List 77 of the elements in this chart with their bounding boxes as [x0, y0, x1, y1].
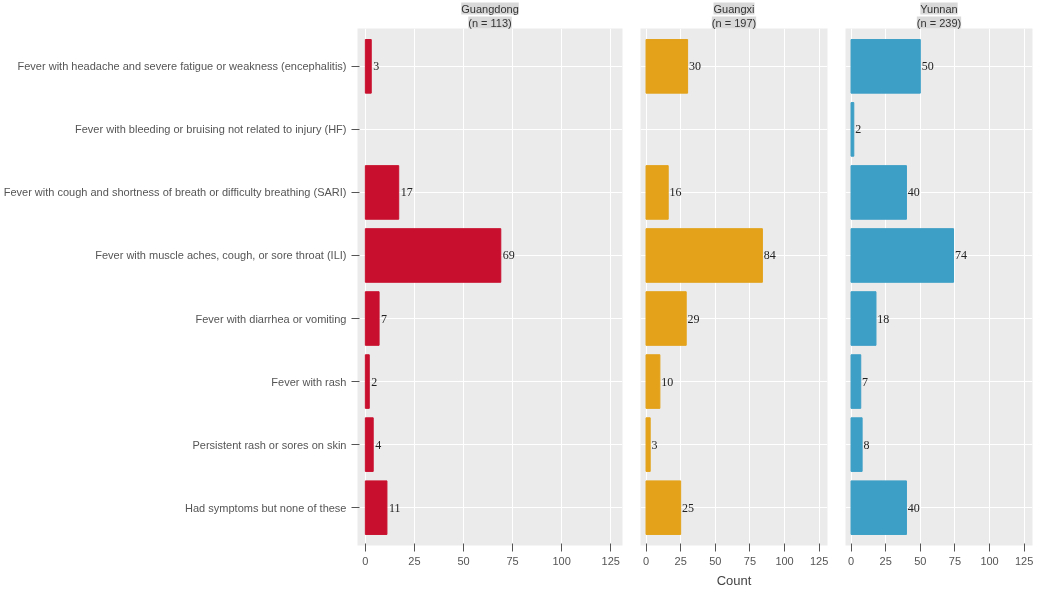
- bar: [645, 39, 689, 94]
- data-label: 4: [375, 437, 382, 452]
- x-tick-label: 125: [810, 554, 829, 567]
- data-label: 74: [954, 248, 967, 263]
- y-tick-label: Fever with headache and severe fatigue or weakness (encephalitis): [17, 60, 347, 73]
- bar: [645, 354, 661, 409]
- x-tick-label: 50: [914, 554, 927, 567]
- bar: [850, 354, 862, 409]
- bar: [850, 417, 863, 472]
- bar: [850, 39, 921, 94]
- x-tick-label: 125: [601, 554, 620, 567]
- bar: [364, 39, 372, 94]
- bar: [850, 291, 877, 346]
- bar: [364, 228, 502, 283]
- y-tick-label: Fever with diarrhea or vomiting: [195, 312, 347, 325]
- bar: [850, 480, 907, 535]
- x-tick-label: 0: [642, 554, 650, 567]
- chart-title: Yunnan: [920, 2, 958, 15]
- y-tick-label: Had symptoms but none of these: [185, 501, 347, 514]
- data-label: 7: [381, 311, 388, 326]
- x-tick-label: 0: [362, 554, 369, 567]
- data-label: 18: [877, 311, 890, 326]
- chart-title: Guangxi: [713, 2, 755, 15]
- data-label: 3: [373, 59, 380, 74]
- bar: [364, 480, 388, 535]
- x-tick-label: 75: [948, 554, 962, 567]
- y-tick-label: Fever with muscle aches, cough, or sore throat (ILI): [95, 249, 347, 262]
- data-label: 3: [651, 437, 658, 452]
- data-label: 40: [907, 500, 920, 515]
- bar: [645, 228, 763, 283]
- chart-subtitle: (n = 239): [916, 16, 962, 29]
- bar: [645, 480, 682, 535]
- x-tick-label: 100: [775, 554, 794, 567]
- bar: [645, 417, 651, 472]
- bar: [364, 417, 374, 472]
- data-label: 17: [400, 185, 413, 200]
- data-label: 25: [682, 500, 695, 515]
- x-axis-title: Count: [716, 572, 752, 588]
- bar: [364, 291, 380, 346]
- y-tick-label: Fever with cough and shortness of breath or difficulty breathing (SARI): [3, 186, 347, 199]
- data-label: 30: [688, 59, 701, 74]
- data-label: 16: [669, 185, 682, 200]
- x-tick-label: 25: [674, 554, 687, 567]
- x-tick-label: 25: [879, 554, 892, 567]
- data-label: 2: [371, 374, 378, 389]
- data-label: 7: [862, 374, 869, 389]
- x-tick-label: 125: [1015, 554, 1034, 567]
- x-tick-label: 50: [457, 554, 470, 567]
- bar: [850, 165, 907, 220]
- bar: [850, 228, 955, 283]
- bar: [364, 165, 400, 220]
- data-label: 69: [502, 248, 515, 263]
- x-tick-label: 100: [552, 554, 571, 567]
- chart-subtitle: (n = 113): [468, 16, 512, 29]
- data-label: 29: [687, 311, 700, 326]
- bar: [850, 102, 855, 157]
- chart-subtitle: (n = 197): [711, 16, 757, 29]
- x-tick-label: 0: [847, 554, 855, 567]
- y-tick-label: Persistent rash or sores on skin: [192, 438, 347, 451]
- bar: [364, 354, 370, 409]
- y-tick-label: Fever with bleeding or bruising not related to injury (HF): [75, 123, 347, 136]
- chart-title: Guangdong: [461, 2, 519, 15]
- data-label: 11: [388, 500, 401, 515]
- x-tick-label: 25: [408, 554, 421, 567]
- data-label: 84: [763, 248, 776, 263]
- data-label: 50: [921, 59, 934, 74]
- y-tick-label: Fever with rash: [271, 375, 347, 388]
- x-tick-label: 100: [980, 554, 999, 567]
- x-tick-label: 75: [743, 554, 757, 567]
- data-label: 10: [661, 374, 674, 389]
- data-label: 40: [907, 185, 920, 200]
- bar: [645, 165, 669, 220]
- x-tick-label: 50: [709, 554, 722, 567]
- data-label: 8: [863, 437, 870, 452]
- bar: [645, 291, 687, 346]
- data-label: 2: [855, 122, 862, 137]
- x-tick-label: 75: [506, 554, 519, 567]
